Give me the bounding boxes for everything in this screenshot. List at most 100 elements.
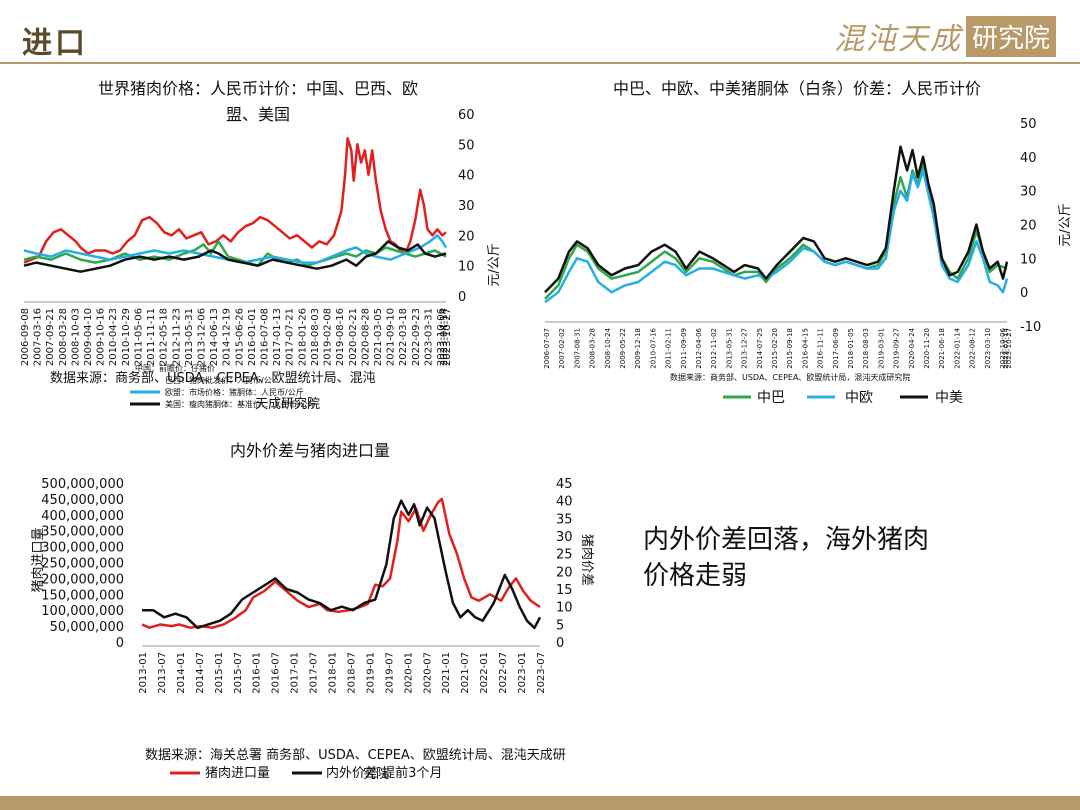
- x-tick-label: 2016-07-08: [260, 308, 271, 366]
- x-tick-label: 2013-05-31: [725, 328, 733, 369]
- y2-tick-label: 10: [556, 601, 573, 616]
- x-tick-label: 2018-08-03: [310, 308, 321, 366]
- x-tick-label: 2009-05-22: [619, 328, 627, 369]
- x-tick-label: 2017-01: [290, 652, 301, 694]
- x-tick-label: 2023-10-06: [436, 308, 447, 366]
- x-tick-label: 2013-07: [157, 652, 168, 694]
- y-tick-label: 0: [1020, 286, 1028, 301]
- y-tick-label: 40: [458, 169, 475, 184]
- y-axis-label-left: 猪肉进口量: [31, 527, 46, 592]
- y-tick-label: 10: [458, 260, 475, 275]
- x-tick-label: 2022-01-14: [953, 327, 961, 368]
- logo-box: 研究院: [965, 15, 1056, 57]
- x-tick-label: 2016-01-01: [247, 308, 258, 366]
- chart-title: 盟、美国: [226, 105, 290, 124]
- x-tick-label: 2018-01: [328, 652, 339, 694]
- import-volume-chart: 内外价差与猪肉进口量 猪肉进口量 猪肉价差 050,000,000100,000…: [31, 441, 594, 782]
- y-tick-label: 100,000,000: [41, 604, 124, 619]
- x-tick-label: 2007-08-31: [573, 328, 581, 369]
- source-note-tail: 究院: [363, 767, 389, 782]
- legend-overlap: 欧盟：市场价格：猪胴体：人民币/公斤: [165, 387, 304, 397]
- y-tick-label: 30: [458, 199, 475, 214]
- source-note: 数据来源：商务部、USDA、CEPEA、欧盟统计局，混沌天成研究院: [670, 372, 910, 382]
- series-line: [23, 234, 448, 264]
- x-tick-label: 2011-09-09: [680, 328, 688, 369]
- chart-title: 中巴、中欧、中美猪胴体（白条）价差：人民币计价: [613, 79, 981, 98]
- x-tick-label: 2019-01: [365, 652, 376, 694]
- legend-label: 猪肉进口量: [205, 766, 270, 781]
- y-tick-label: 60: [458, 108, 475, 123]
- x-tick-label: 2014-12-19: [222, 308, 233, 366]
- x-tick-label: 2012-11-23: [171, 308, 182, 366]
- x-tick-label: 2020-11-20: [923, 328, 931, 369]
- header-divider: [0, 62, 1080, 64]
- y-tick-label: 250,000,000: [41, 557, 124, 572]
- x-tick-label: 2021-09-10: [386, 308, 397, 366]
- x-tick-label: 2023-10-27: [1005, 328, 1013, 369]
- y-axis-label: 元/公斤: [487, 243, 502, 286]
- y-tick-label: 50,000,000: [50, 620, 124, 635]
- legend-overlap: 巴西：猪肉批发价：人民币/公: [165, 375, 272, 385]
- x-tick-label: 2007-03-16: [33, 308, 44, 366]
- y-tick-label: 40: [1020, 151, 1037, 166]
- y-tick-label: 300,000,000: [41, 541, 124, 556]
- x-tick-label: 2023-04-14: [439, 308, 450, 366]
- x-tick-label: 2012-04-06: [695, 327, 703, 368]
- x-tick-label: 2017-01-13: [272, 308, 283, 366]
- x-tick-label: 2014-01: [176, 652, 187, 694]
- annotation-text: 内外价差回落，海外猪肉 价格走弱: [643, 522, 929, 594]
- series-line: [544, 169, 1009, 304]
- series-line: [142, 499, 542, 630]
- y2-tick-label: 40: [556, 495, 573, 510]
- x-tick-label: 2010-04-23: [108, 308, 119, 366]
- company-logo: 混沌天成 研究院: [834, 14, 1056, 58]
- x-tick-label: 2010-07-16: [649, 327, 657, 368]
- x-tick-label: 2023-03-31: [423, 308, 434, 366]
- series-line: [23, 137, 447, 264]
- y2-tick-label: 5: [556, 618, 564, 633]
- x-tick-label: 2013-01: [138, 652, 149, 694]
- x-tick-label: 2016-04-15: [801, 328, 809, 369]
- x-tick-label: 2023-03-10: [984, 328, 992, 369]
- y-tick-label: 50: [458, 138, 475, 153]
- x-tick-label: 2019-07: [384, 652, 395, 694]
- page-title: 进口: [22, 26, 88, 61]
- x-tick-label: 2021-01: [441, 652, 452, 694]
- x-tick-label: 2009-12-18: [634, 328, 642, 369]
- y-tick-label: 400,000,000: [41, 509, 124, 524]
- x-tick-label: 2020-07: [422, 652, 433, 694]
- x-tick-label: 2015-09-18: [786, 328, 794, 369]
- y2-tick-label: 30: [556, 530, 573, 545]
- x-tick-label: 2018-01-26: [297, 308, 308, 366]
- x-tick-label: 2022-09-23: [411, 308, 422, 366]
- y-tick-label: 20: [458, 229, 475, 244]
- y-tick-label: 450,000,000: [41, 493, 124, 508]
- x-tick-label: 2008-03-28: [589, 328, 597, 369]
- world-pork-price-chart: 世界猪肉价格：人民币计价：中国、巴西、欧 盟、美国 元/公斤 0 10 20 30 40…: [20, 79, 502, 412]
- x-tick-label: 2021-07: [460, 652, 471, 694]
- x-tick-label: 2011-02-11: [665, 328, 673, 369]
- x-tick-label: 2018-07: [346, 652, 357, 694]
- y-tick-label: 150,000,000: [41, 588, 124, 603]
- y-tick-label: 50: [1020, 117, 1037, 132]
- x-tick-label: 2008-10-03: [70, 308, 81, 366]
- y-tick-label: 350,000,000: [41, 525, 124, 540]
- source-note: 数据来源：商务部、USDA、CEPEA、欧盟统计局、混沌: [50, 370, 376, 386]
- x-tick-label: 2006-07-07: [543, 328, 551, 369]
- y-axis-label: 元/公斤: [1058, 203, 1073, 246]
- x-tick-label: 2011-11-11: [146, 308, 157, 366]
- x-tick-label: 2013-12-06: [196, 308, 207, 366]
- x-tick-label: 2022-01: [479, 652, 490, 694]
- x-tick-label: 2022-03-18: [398, 308, 409, 366]
- x-tick-label: 2008-03-28: [58, 308, 69, 366]
- x-tick-label: 2020-08-28: [360, 308, 371, 366]
- x-tick-label: 2011-05-06: [133, 308, 144, 366]
- x-tick-label: 2023-01: [517, 652, 528, 694]
- y-tick-label: 0: [458, 290, 466, 305]
- y-tick-label: 0: [116, 636, 124, 651]
- x-tick-label: 2021-03-05: [373, 308, 384, 366]
- y2-tick-label: 15: [556, 583, 573, 598]
- x-tick-label: 2015-06-26: [234, 308, 245, 366]
- legend-label: 中欧: [845, 390, 873, 406]
- x-tick-label: 2023-10-06: [999, 327, 1007, 368]
